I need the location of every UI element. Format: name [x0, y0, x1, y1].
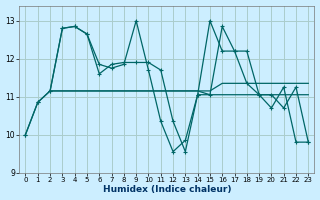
X-axis label: Humidex (Indice chaleur): Humidex (Indice chaleur)	[103, 185, 231, 194]
